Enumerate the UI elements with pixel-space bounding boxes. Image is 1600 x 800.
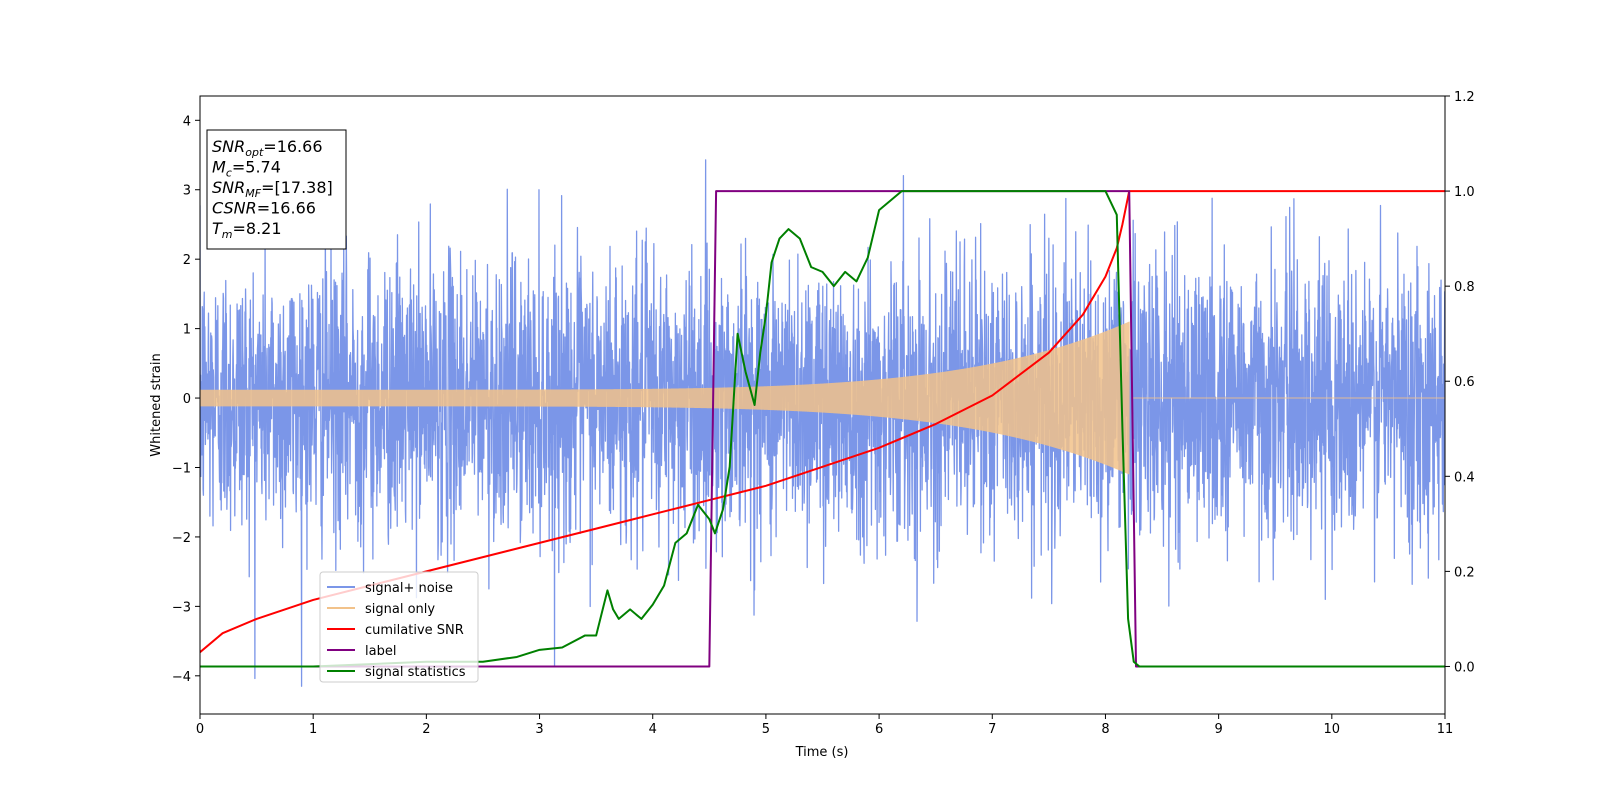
y-right-tick-label: 0.8	[1454, 280, 1475, 295]
y-left-tick-label: −2	[172, 531, 191, 546]
info-line: Mc=5.74	[212, 158, 281, 180]
legend-label: cumilative SNR	[365, 623, 464, 638]
info-box-frame	[206, 129, 347, 250]
x-tick-label: 3	[535, 722, 543, 737]
x-tick-label: 4	[649, 722, 657, 737]
x-tick-label: 1	[309, 722, 317, 737]
series-signal-statistics	[200, 190, 1445, 668]
x-tick-label: 6	[875, 722, 883, 737]
series-signal-only	[200, 321, 1445, 475]
y-left-tick-label: 2	[183, 253, 191, 268]
y-left-tick-label: 1	[183, 323, 191, 338]
y-left-tick-label: −3	[172, 600, 191, 615]
x-tick-label: 10	[1324, 722, 1341, 737]
y-right-tick-label: 0.2	[1454, 565, 1475, 580]
info-line: Tm=8.21	[212, 219, 282, 241]
x-tick-label: 2	[422, 722, 430, 737]
legend-label: signal statistics	[365, 665, 466, 680]
y-right-tick-label: 1.2	[1454, 90, 1475, 105]
plot-frame	[199, 95, 1446, 715]
info-box: SNRopt=16.66Mc=5.74SNRMF=[17.38]CSNR=16.…	[206, 129, 347, 250]
y-left-tick-label: −1	[172, 461, 191, 476]
y-right-tick-label: 0.6	[1454, 375, 1475, 390]
y-axis-label: Whitened strain	[149, 353, 164, 456]
x-tick-label: 5	[762, 722, 770, 737]
x-tick-label: 0	[196, 722, 204, 737]
legend-label: signal only	[365, 602, 435, 617]
legend-label: label	[365, 644, 396, 659]
y-left-tick-label: 0	[183, 392, 191, 407]
legend-frame	[319, 571, 479, 683]
x-tick-label: 9	[1214, 722, 1222, 737]
info-line: SNRMF=[17.38]	[212, 178, 333, 200]
x-tick-label: 11	[1437, 722, 1454, 737]
info-line: CSNR=16.66	[212, 199, 316, 218]
y-right-tick-label: 0.4	[1454, 470, 1475, 485]
y-right-tick-label: 1.0	[1454, 185, 1475, 200]
info-line: SNRopt=16.66	[212, 137, 323, 159]
y-left-tick-label: 3	[183, 184, 191, 199]
axis-layer: 0 1 2 3 4 5 6 7 8 9 10 1143210−1−2−3−41.21.00.80.60…	[172, 90, 1475, 737]
y-right-tick-label: 0.0	[1454, 660, 1475, 675]
y-left-tick-label: −4	[172, 670, 191, 685]
legend-label: signal+ noise	[365, 581, 453, 596]
y-left-tick-label: 4	[183, 114, 191, 129]
x-tick-label: 8	[1101, 722, 1109, 737]
x-axis-label: Time (s)	[795, 745, 849, 760]
x-tick-label: 7	[988, 722, 996, 737]
legend: signal+ noise signal only cumilative SNR la…	[319, 571, 479, 683]
